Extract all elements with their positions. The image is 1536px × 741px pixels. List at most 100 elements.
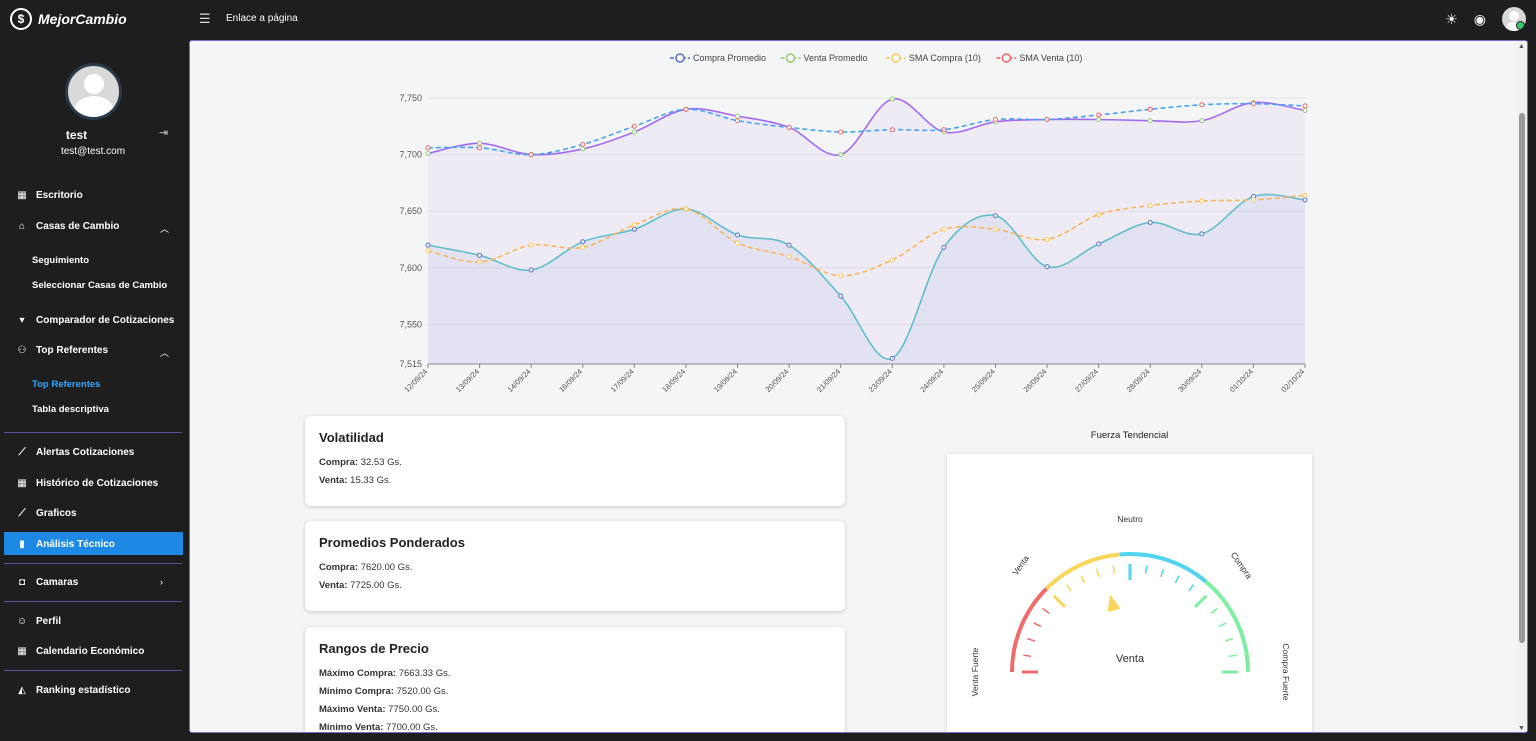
sidebar-item-alertas[interactable]: ⟋ Alertas Cotizaciones bbox=[16, 447, 135, 458]
app-logo[interactable]: $ MejorCambio bbox=[10, 8, 127, 30]
legend-label: SMA Venta (10) bbox=[1019, 53, 1082, 63]
data-point bbox=[838, 129, 844, 135]
data-point bbox=[580, 239, 586, 245]
data-point bbox=[631, 222, 637, 228]
max-compra-label: Máximo Compra: bbox=[319, 668, 397, 679]
compra-label: Compra: bbox=[319, 457, 359, 468]
gauge-arc-venta-fuerte bbox=[1010, 587, 1048, 673]
sidebar-item-escritorio[interactable]: ▦ Escritorio bbox=[16, 190, 82, 201]
card-title: Promedios Ponderados bbox=[319, 535, 465, 550]
gauge-label-venta-fuerte: Venta Fuerte bbox=[970, 647, 980, 696]
min-venta-label: Mínimo Venta: bbox=[319, 722, 384, 733]
min-compra: Mínimo Compra: 7520.00 Gs. bbox=[319, 686, 831, 697]
min-venta-value: 7700.00 Gs. bbox=[383, 722, 438, 733]
eye-icon[interactable]: ◉ bbox=[1473, 10, 1486, 27]
compra-value: 7620.00 Gs. bbox=[358, 562, 413, 573]
min-compra-label: Mínimo Compra: bbox=[319, 686, 394, 697]
sidebar-item-label: Ranking estadístico bbox=[36, 685, 131, 696]
data-point bbox=[889, 127, 895, 133]
page-link[interactable]: Enlace a página bbox=[226, 13, 298, 24]
sidebar-divider bbox=[4, 563, 182, 564]
data-point bbox=[528, 267, 534, 273]
trend-gauge: Neutro Venta Compra Venta Fuerte Compra Fuer… bbox=[970, 514, 1291, 701]
sidebar-item-comparador[interactable]: ▾ Comparador de Cotizaciones bbox=[16, 315, 174, 326]
scroll-down-icon[interactable]: ▼ bbox=[1518, 725, 1525, 732]
gauge-label-compra-fuerte: Compra Fuerte bbox=[1281, 643, 1291, 700]
data-point bbox=[838, 293, 844, 299]
sidebar-item-label: Perfil bbox=[36, 616, 62, 627]
line-chart-icon: ⟋ bbox=[18, 508, 26, 519]
data-point bbox=[683, 106, 689, 112]
legend-label: Venta Promedio bbox=[804, 53, 868, 63]
sidebar: test ⇥ test@test.com ▦ Escritorio ⌂ Casa… bbox=[0, 38, 188, 741]
sidebar-item-camaras[interactable]: ◘ Camaras bbox=[16, 577, 78, 588]
data-point bbox=[1199, 118, 1205, 124]
sidebar-item-analisis[interactable]: ▮ Análisis Técnico bbox=[16, 539, 115, 550]
scroll-thumb[interactable] bbox=[1519, 113, 1525, 643]
sidebar-item-graficos[interactable]: ⟋ Graficos bbox=[16, 508, 77, 519]
menu-collapse-icon[interactable]: ☰ bbox=[199, 11, 211, 26]
x-tick-label: 17/09/24 bbox=[609, 367, 636, 394]
sun-icon[interactable]: ☀ bbox=[1445, 10, 1458, 27]
compra-value: 32.53 Gs. bbox=[358, 457, 402, 468]
gauge-label-neutro: Neutro bbox=[1117, 514, 1143, 524]
scrollbar[interactable]: ▲ ▼ bbox=[1517, 41, 1527, 732]
volatilidad-venta: Venta: 15.33 Gs. bbox=[319, 475, 831, 486]
legend-marker bbox=[1001, 53, 1012, 63]
dollar-coin-icon: $ bbox=[10, 8, 32, 30]
data-point bbox=[1096, 112, 1102, 118]
x-tick-label: 21/09/24 bbox=[815, 367, 842, 394]
gauge-tick bbox=[1228, 654, 1237, 658]
sidebar-item-historico[interactable]: ▦ Histórico de Cotizaciones bbox=[16, 478, 158, 489]
compra-label: Compra: bbox=[319, 562, 359, 573]
calendar-icon: ▦ bbox=[17, 478, 27, 489]
max-compra-value: 7663.33 Gs. bbox=[396, 668, 451, 679]
data-point bbox=[889, 257, 895, 263]
user-avatar[interactable] bbox=[1502, 7, 1526, 31]
data-point bbox=[1147, 118, 1153, 124]
sidebar-active-highlight bbox=[4, 532, 183, 555]
sidebar-divider bbox=[4, 601, 182, 602]
promedios-card: Promedios Ponderados Compra: 7620.00 Gs.… bbox=[305, 521, 845, 611]
avatar-head bbox=[84, 74, 104, 94]
sidebar-sub-seguimiento[interactable]: Seguimiento bbox=[32, 255, 90, 266]
data-point bbox=[580, 146, 586, 152]
sidebar-item-label: Análisis Técnico bbox=[36, 539, 115, 550]
data-point bbox=[992, 226, 998, 232]
gauge-value-label: Venta bbox=[1116, 653, 1145, 665]
sidebar-item-top-referentes[interactable]: ⚇ Top Referentes bbox=[16, 345, 109, 356]
min-compra-value: 7520.00 Gs. bbox=[393, 686, 449, 697]
scroll-up-icon[interactable]: ▲ bbox=[1518, 43, 1525, 50]
chevron-right-icon[interactable]: › bbox=[160, 577, 163, 587]
logout-icon[interactable]: ⇥ bbox=[159, 127, 169, 139]
x-tick-label: 20/09/24 bbox=[764, 367, 791, 394]
data-point bbox=[1044, 117, 1050, 123]
data-point bbox=[1302, 197, 1308, 203]
data-point bbox=[1044, 236, 1050, 242]
sidebar-sub-top-referentes[interactable]: Top Referentes bbox=[32, 379, 101, 390]
y-tick-label: 7,515 bbox=[399, 359, 422, 369]
data-point bbox=[631, 226, 637, 232]
chevron-up-icon[interactable]: ︿ bbox=[160, 224, 170, 234]
data-point bbox=[631, 123, 637, 129]
sidebar-item-label: Histórico de Cotizaciones bbox=[36, 478, 159, 489]
profile-name: test bbox=[65, 128, 88, 142]
gauge-tick bbox=[1160, 569, 1165, 578]
sidebar-item-ranking[interactable]: ◭ Ranking estadístico bbox=[16, 685, 130, 696]
data-point bbox=[786, 253, 792, 259]
logo-text: MejorCambio bbox=[38, 11, 127, 27]
venta-label: Venta: bbox=[319, 580, 348, 591]
sidebar-sub-seleccionar[interactable]: Seleccionar Casas de Cambio bbox=[32, 280, 168, 291]
hierarchy-icon: ⚇ bbox=[17, 345, 27, 356]
gauge-pointer bbox=[1107, 594, 1121, 613]
sidebar-item-casas[interactable]: ⌂ Casas de Cambio bbox=[16, 221, 119, 232]
data-point bbox=[941, 127, 947, 133]
data-point bbox=[735, 113, 741, 119]
data-point bbox=[992, 213, 998, 219]
sidebar-sub-tabla[interactable]: Tabla descriptiva bbox=[32, 404, 109, 415]
max-venta-value: 7750.00 Gs. bbox=[385, 704, 440, 715]
chevron-up-icon[interactable]: ︿ bbox=[160, 348, 170, 358]
ranking-icon: ◭ bbox=[18, 685, 26, 696]
sidebar-item-perfil[interactable]: ☺ Perfil bbox=[16, 616, 61, 627]
sidebar-item-calendario[interactable]: ▦ Calendario Económico bbox=[16, 646, 144, 657]
